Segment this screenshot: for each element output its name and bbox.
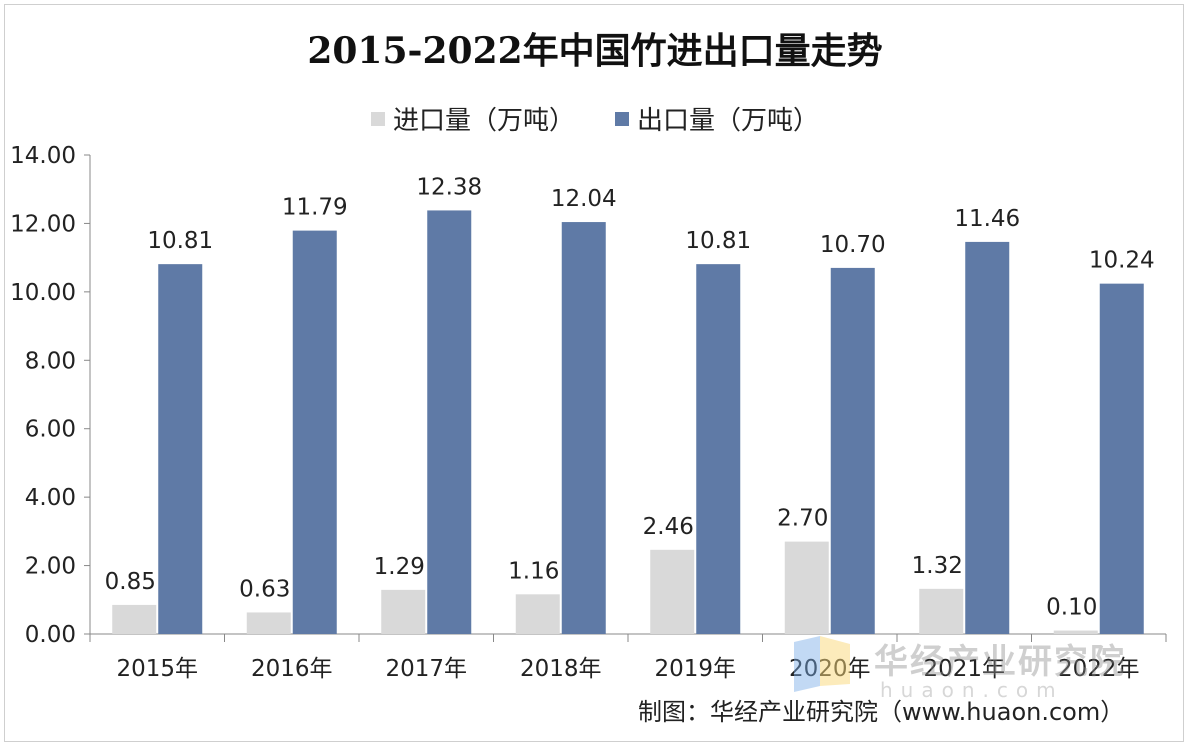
import-bar [515, 594, 560, 634]
import-data-label: 0.85 [105, 569, 156, 595]
x-tick-label: 2019年 [654, 656, 736, 682]
export-bar [965, 241, 1010, 634]
export-data-label: 10.70 [820, 232, 886, 258]
legend-item-export: 出口量（万吨） [615, 100, 819, 137]
y-tick-label: 10.00 [10, 280, 76, 306]
legend-label-export: 出口量（万吨） [637, 106, 820, 136]
legend-item-import: 进口量（万吨） [370, 100, 575, 137]
import-data-label: 2.46 [643, 514, 694, 540]
y-tick-label: 12.00 [10, 211, 76, 237]
y-tick-label: 14.00 [10, 143, 76, 169]
import-bar [919, 588, 964, 634]
legend: 进口量（万吨） 出口量（万吨） [0, 100, 1190, 137]
export-data-label: 10.81 [147, 228, 213, 254]
import-bar [650, 549, 695, 634]
x-tick-label: 2018年 [520, 656, 602, 682]
y-tick-label: 8.00 [25, 348, 76, 374]
import-bar [1053, 630, 1098, 634]
legend-swatch-import [370, 111, 385, 126]
import-data-label: 1.16 [508, 558, 559, 584]
x-tick-label: 2016年 [251, 656, 333, 682]
import-data-label: 0.63 [239, 576, 290, 602]
x-tick-label: 2020年 [789, 656, 871, 682]
import-bar [381, 589, 426, 634]
import-bar [784, 541, 829, 634]
x-tick-label: 2021年 [923, 656, 1005, 682]
x-tick-label: 2015年 [116, 656, 198, 682]
export-data-label: 11.79 [282, 195, 348, 221]
import-data-label: 2.70 [777, 506, 828, 532]
y-tick-label: 4.00 [25, 485, 76, 511]
import-data-label: 0.10 [1046, 595, 1097, 621]
y-tick-label: 0.00 [25, 622, 76, 648]
export-data-label: 10.24 [1089, 248, 1155, 274]
source-note: 制图：华经产业研究院（www.huaon.com） [638, 698, 1125, 726]
import-bar [112, 604, 157, 634]
legend-label-import: 进口量（万吨） [392, 106, 575, 136]
y-tick-label: 2.00 [25, 554, 76, 580]
x-tick-label: 2017年 [385, 656, 467, 682]
legend-swatch-export [615, 111, 629, 126]
export-data-label: 10.81 [685, 228, 751, 254]
export-bar [696, 264, 741, 634]
chart-title: 2015-2022年中国竹进出口量走势 [307, 30, 883, 72]
export-data-label: 12.38 [416, 174, 482, 200]
import-bar [246, 612, 291, 634]
export-bar [1099, 283, 1144, 634]
export-data-label: 11.46 [954, 206, 1020, 232]
import-data-label: 1.29 [374, 554, 425, 580]
import-data-label: 1.32 [912, 553, 963, 579]
export-data-label: 12.04 [551, 186, 617, 212]
export-bar [561, 222, 606, 634]
y-tick-label: 6.00 [25, 417, 76, 443]
export-bar [158, 264, 203, 634]
export-bar [830, 267, 875, 634]
export-bar [292, 230, 337, 634]
x-tick-label: 2022年 [1058, 656, 1140, 682]
export-bar [427, 210, 472, 635]
